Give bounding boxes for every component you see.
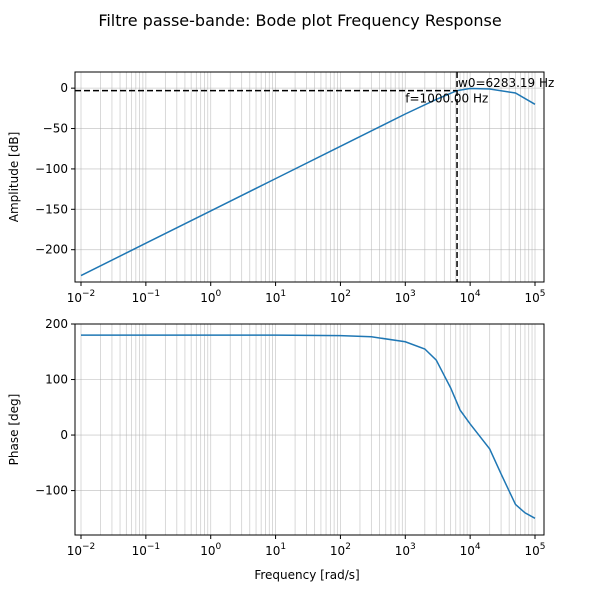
x-tick-label: 10−2	[67, 289, 96, 305]
annotation: w0=6283.19 Hz	[458, 76, 554, 90]
axes-frame	[74, 71, 545, 283]
amplitude-subplot: 10−2 10−1 100 101 102 103 104 105 0 −50 −100 −150 −2…	[7, 71, 554, 305]
phase-subplot: 10−2 10−1 100 101 102 103 104 105 200 100 0 −100 Pha…	[7, 317, 546, 558]
x-tick-label: 105	[524, 542, 545, 558]
axes-frame	[74, 323, 545, 536]
y-tick-label: −100	[35, 162, 68, 176]
x-tick-label: 102	[330, 289, 351, 305]
x-tick-label: 10−1	[132, 542, 161, 558]
chart-title: Filtre passe-bande: Bode plot Frequency …	[98, 11, 501, 30]
x-tick-label: 100	[200, 289, 221, 305]
x-tick-label: 101	[265, 542, 286, 558]
data-series-line	[80, 87, 536, 277]
x-axis-label: Frequency [rad/s]	[254, 568, 359, 582]
y-tick-label: −200	[35, 243, 68, 257]
annotation: f=1000.00 Hz	[405, 92, 488, 106]
x-tick-label: 104	[460, 542, 481, 558]
x-tick-label: 10−1	[132, 289, 161, 305]
y-axis-label: Phase [deg]	[7, 394, 21, 466]
y-tick-label: 0	[60, 428, 68, 442]
y-tick-label: 200	[45, 317, 68, 331]
x-tick-label: 101	[265, 289, 286, 305]
x-tick-label: 104	[460, 289, 481, 305]
x-tick-label: 102	[330, 542, 351, 558]
x-tick-label: 103	[395, 289, 416, 305]
y-axis-label: Amplitude [dB]	[7, 132, 21, 223]
x-tick-label: 105	[524, 289, 545, 305]
y-tick-label: 0	[60, 81, 68, 95]
data-series-line	[81, 334, 536, 519]
y-tick-label: −150	[35, 202, 68, 216]
y-tick-label: 100	[45, 373, 68, 387]
y-tick-label: −50	[43, 122, 68, 136]
grid	[75, 72, 544, 282]
x-tick-label: 100	[200, 542, 221, 558]
grid	[75, 323, 544, 535]
y-tick-label: −100	[35, 484, 68, 498]
x-tick-label: 10−2	[67, 542, 96, 558]
x-tick-label: 103	[395, 542, 416, 558]
